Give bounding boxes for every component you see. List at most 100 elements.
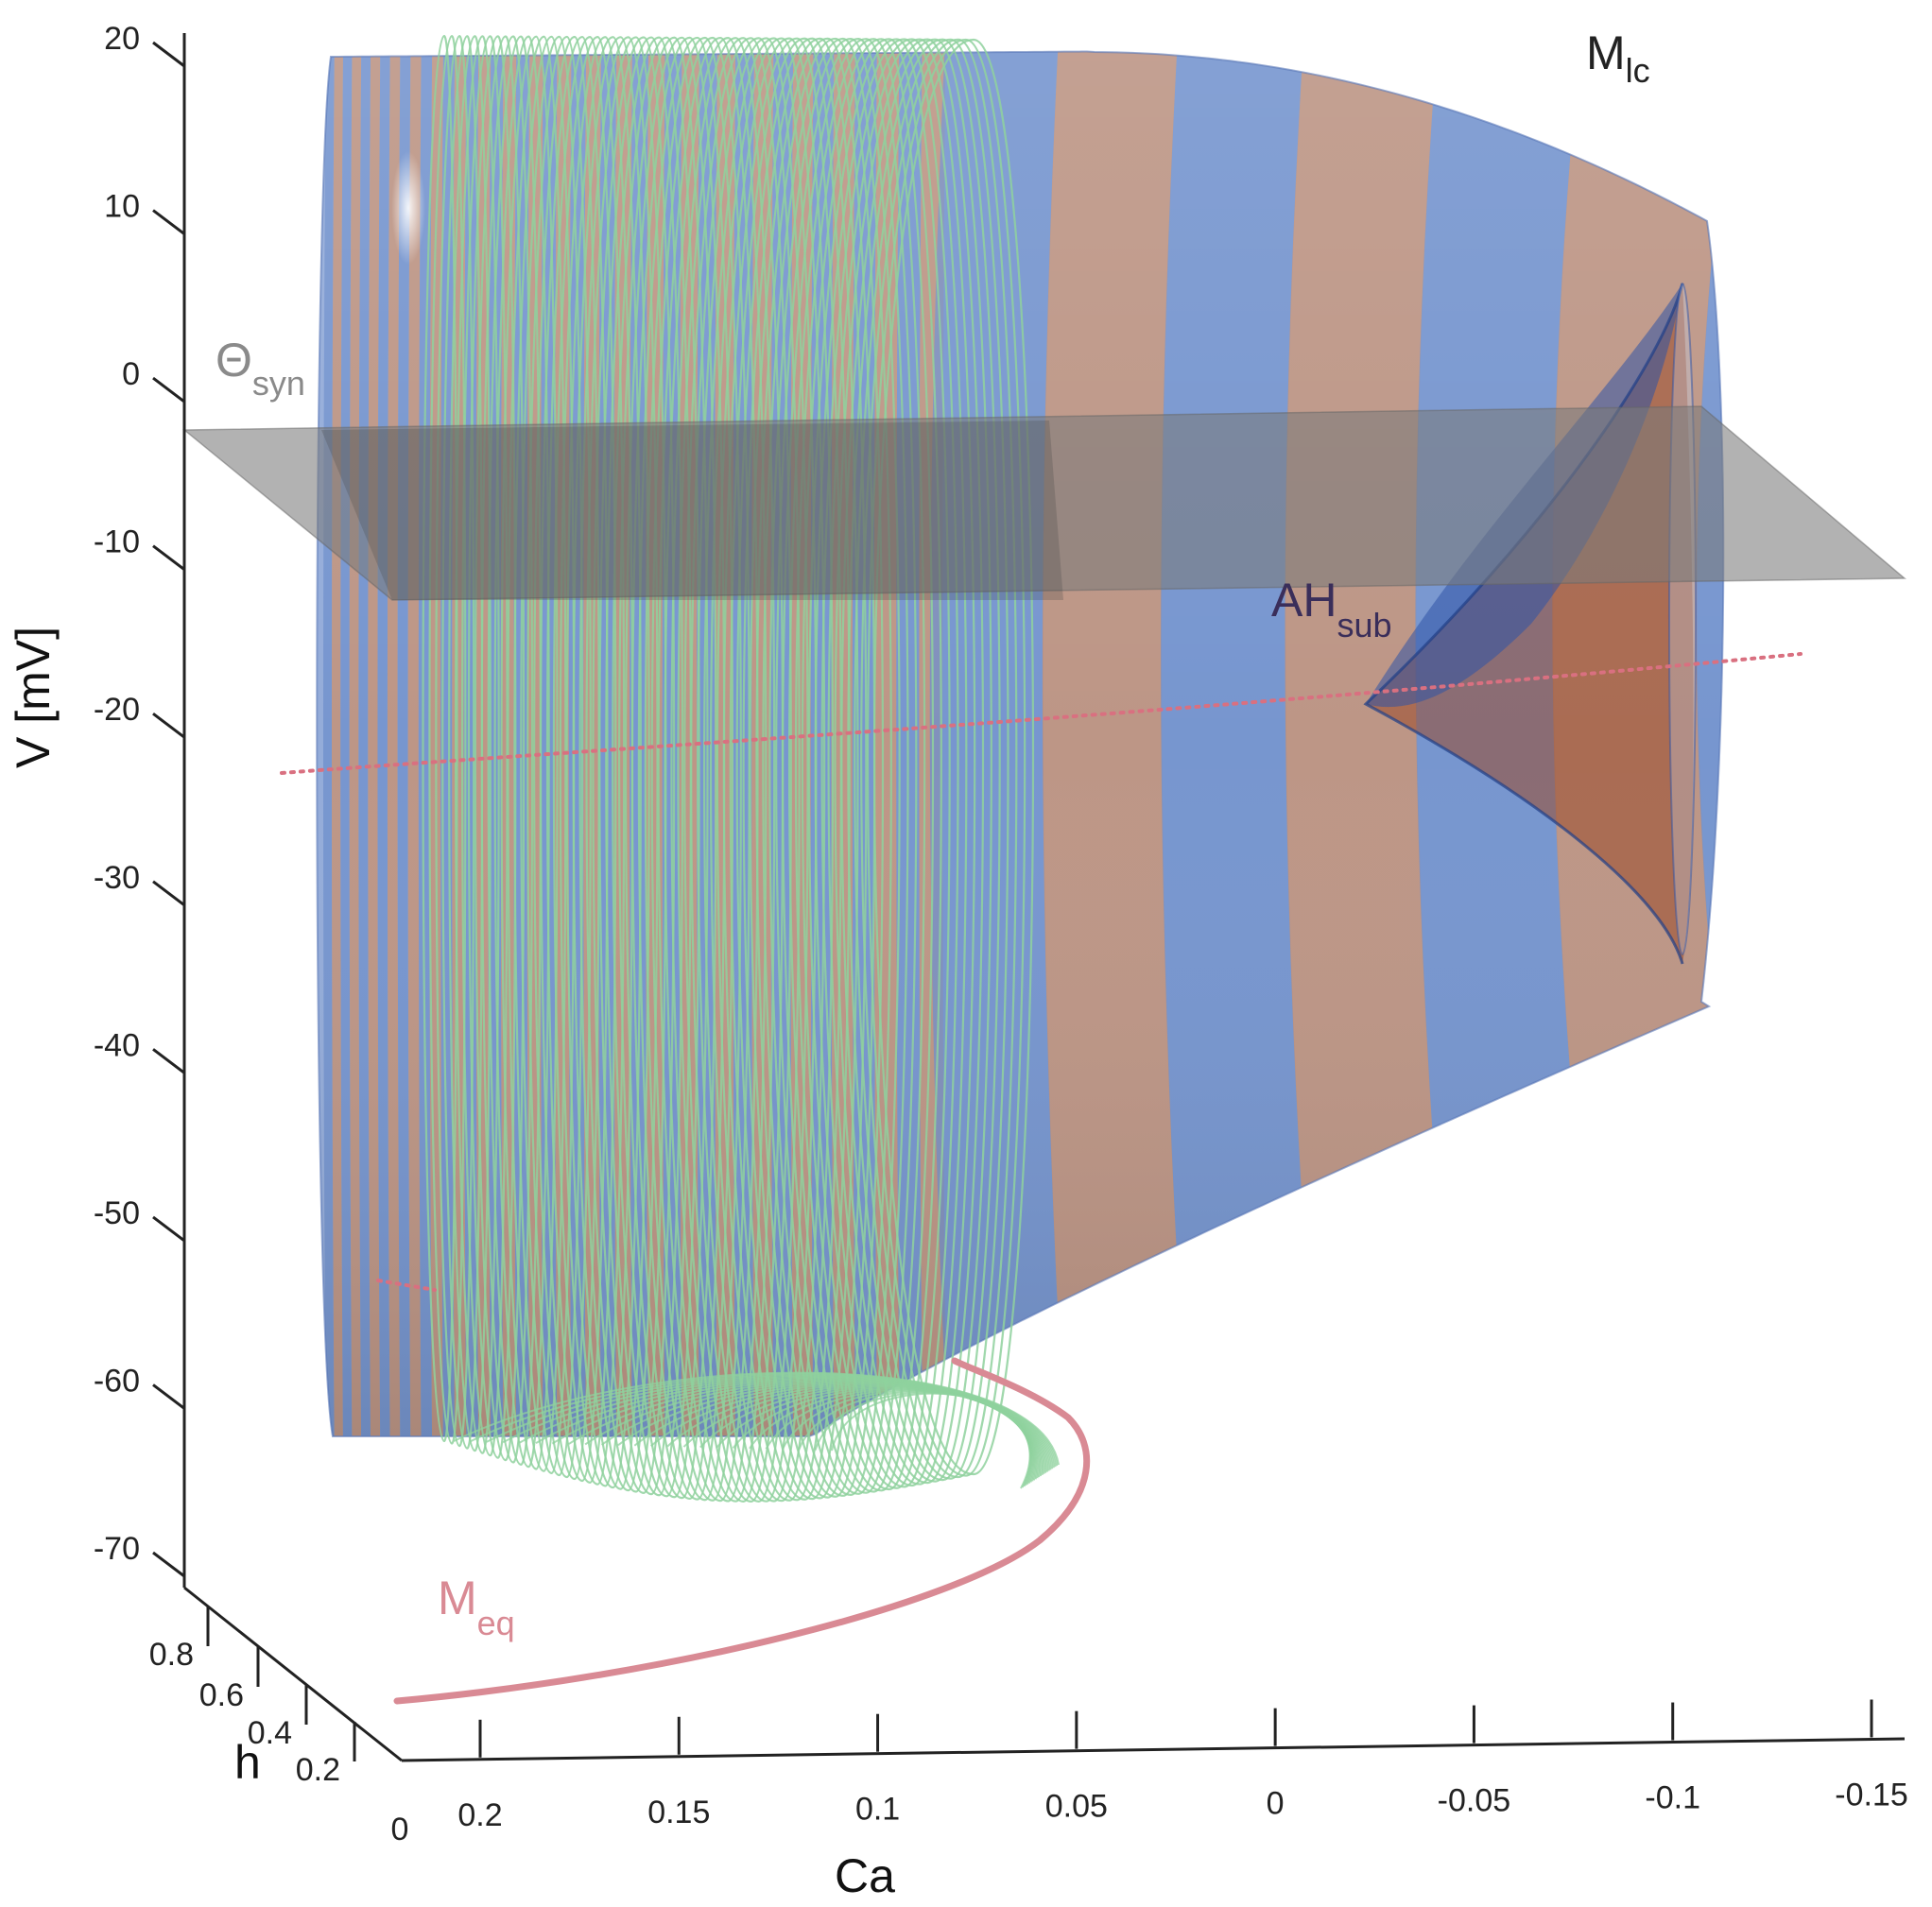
trajectory-loop bbox=[441, 35, 484, 1450]
v-tick-mark bbox=[152, 544, 185, 571]
trajectory-loop bbox=[847, 38, 1001, 1482]
m-lc-label: Mlc bbox=[1586, 26, 1650, 90]
trajectory-loop bbox=[644, 36, 742, 1502]
trajectory-loop bbox=[867, 38, 1026, 1477]
trajectory-loop bbox=[801, 38, 942, 1491]
theta-syn-label: Θsyn bbox=[216, 334, 305, 403]
trajectory-loop bbox=[768, 37, 901, 1496]
m-eq-label: Meq bbox=[438, 1572, 515, 1642]
trajectory-loop bbox=[526, 35, 592, 1479]
trajectory-loop bbox=[827, 38, 976, 1486]
trajectory-loop bbox=[533, 35, 600, 1481]
trajectory-loop bbox=[480, 35, 534, 1464]
ca-tick-label: -0.15 bbox=[1835, 1778, 1908, 1813]
trajectory-loop bbox=[840, 38, 992, 1483]
trajectory-loop bbox=[775, 38, 909, 1495]
ca-tick-label: 0.05 bbox=[1045, 1789, 1108, 1825]
trajectory-loop bbox=[722, 37, 842, 1502]
trajectory-loop bbox=[807, 38, 951, 1489]
v-tick-label: 20 bbox=[104, 21, 140, 57]
v-tick-label: -10 bbox=[94, 524, 140, 560]
h-tick-label: 0.4 bbox=[248, 1715, 292, 1751]
trajectory-loop bbox=[637, 36, 734, 1501]
trajectory-loop bbox=[448, 35, 492, 1452]
trajectory-loop bbox=[618, 36, 709, 1499]
v-tick-label: -30 bbox=[94, 860, 140, 896]
unstable-equilibrium-branch bbox=[280, 652, 1803, 775]
ca-axis-line bbox=[401, 1737, 1906, 1762]
m-eq-curve bbox=[393, 1357, 1091, 1705]
v-tick-mark bbox=[152, 1383, 185, 1410]
trajectory-loop bbox=[455, 35, 500, 1454]
ca-axis-title: Ca bbox=[835, 1849, 895, 1902]
trajectory-loop bbox=[834, 38, 985, 1485]
trajectory-loop bbox=[559, 36, 634, 1487]
h-axis-title: h bbox=[234, 1736, 261, 1789]
trajectory-loop bbox=[820, 38, 968, 1487]
trajectory-loop bbox=[729, 37, 851, 1501]
ah-sub-label: AHsub bbox=[1271, 574, 1392, 644]
trajectory-loop bbox=[422, 34, 458, 1443]
v-tick-mark bbox=[152, 1215, 185, 1243]
v-tick-mark bbox=[152, 1551, 185, 1578]
trajectory-loop bbox=[794, 38, 935, 1492]
trajectory-loop bbox=[565, 36, 642, 1489]
trajectory-loop bbox=[697, 37, 809, 1503]
ca-tick-label: 0.2 bbox=[457, 1797, 502, 1833]
v-tick-label: -20 bbox=[94, 692, 140, 728]
h-ticks: 0.80.60.40.2 0 bbox=[149, 1606, 409, 1847]
trajectory-loop bbox=[578, 36, 659, 1492]
unstable-equilibrium-branch-lower bbox=[376, 1279, 437, 1292]
trajectory-loop bbox=[612, 36, 700, 1498]
trajectory-loop bbox=[872, 38, 1035, 1476]
trajectory-loop bbox=[749, 37, 876, 1499]
trajectory-loop bbox=[742, 37, 868, 1500]
trajectory bbox=[422, 34, 1060, 1503]
v-tick-label: -70 bbox=[94, 1531, 140, 1567]
ca-tick-label: -0.1 bbox=[1645, 1780, 1700, 1816]
v-tick-mark bbox=[152, 1048, 185, 1074]
v-tick-mark bbox=[152, 880, 185, 906]
trajectory-loop bbox=[539, 35, 609, 1483]
trajectory-loop bbox=[860, 38, 1018, 1479]
v-tick-mark bbox=[152, 376, 185, 404]
trajectory-loop bbox=[670, 37, 776, 1503]
trajectory-loop bbox=[630, 36, 726, 1501]
ca-tick-label: 0.1 bbox=[855, 1792, 900, 1828]
v-tick-label: -40 bbox=[94, 1027, 140, 1063]
v-axis-title: V [mV] bbox=[7, 627, 60, 768]
trajectory-loop bbox=[782, 38, 918, 1494]
h-tick-label: 0.8 bbox=[149, 1637, 194, 1673]
ca-ticks: 0.2 0.15 0.1 0.05 0 -0.05 -0.1 -0.15 bbox=[457, 1699, 1908, 1833]
trajectory-loop bbox=[552, 36, 626, 1486]
v-tick-mark bbox=[152, 209, 185, 235]
trajectory-loop bbox=[428, 34, 467, 1445]
trajectory-loop bbox=[507, 35, 567, 1472]
trajectory-loop bbox=[500, 35, 559, 1470]
v-tick-label: 10 bbox=[104, 189, 140, 225]
trajectory-loop bbox=[690, 37, 801, 1503]
h-tick-label: 0.2 bbox=[296, 1752, 340, 1788]
v-tick-label: -50 bbox=[94, 1195, 140, 1231]
h-tick-label: 0.6 bbox=[199, 1677, 244, 1713]
trajectory-loop bbox=[605, 36, 692, 1497]
trajectory-loop bbox=[474, 35, 526, 1462]
axis-origin-label: 0 bbox=[391, 1812, 409, 1847]
v-tick-mark bbox=[152, 41, 185, 68]
trajectory-loop bbox=[664, 37, 768, 1503]
v-tick-label: -60 bbox=[94, 1363, 140, 1399]
trajectory-loop bbox=[787, 38, 926, 1493]
ca-tick-label: -0.05 bbox=[1438, 1783, 1511, 1819]
v-ticks: 20 10 0 -10 -20 -30 -40 -50 -60 -70 bbox=[94, 21, 185, 1578]
theta-syn-plane-shape bbox=[181, 405, 1907, 601]
ca-tick-label: 0 bbox=[1267, 1786, 1285, 1822]
surface-glare bbox=[391, 151, 425, 265]
trajectory-fan bbox=[831, 1392, 1031, 1489]
trajectory-loop bbox=[716, 37, 835, 1502]
trajectory-loop bbox=[702, 37, 818, 1503]
surface-shade bbox=[317, 51, 1724, 1436]
ca-tick-label: 0.15 bbox=[647, 1795, 710, 1830]
trajectory-loop bbox=[854, 38, 1009, 1480]
